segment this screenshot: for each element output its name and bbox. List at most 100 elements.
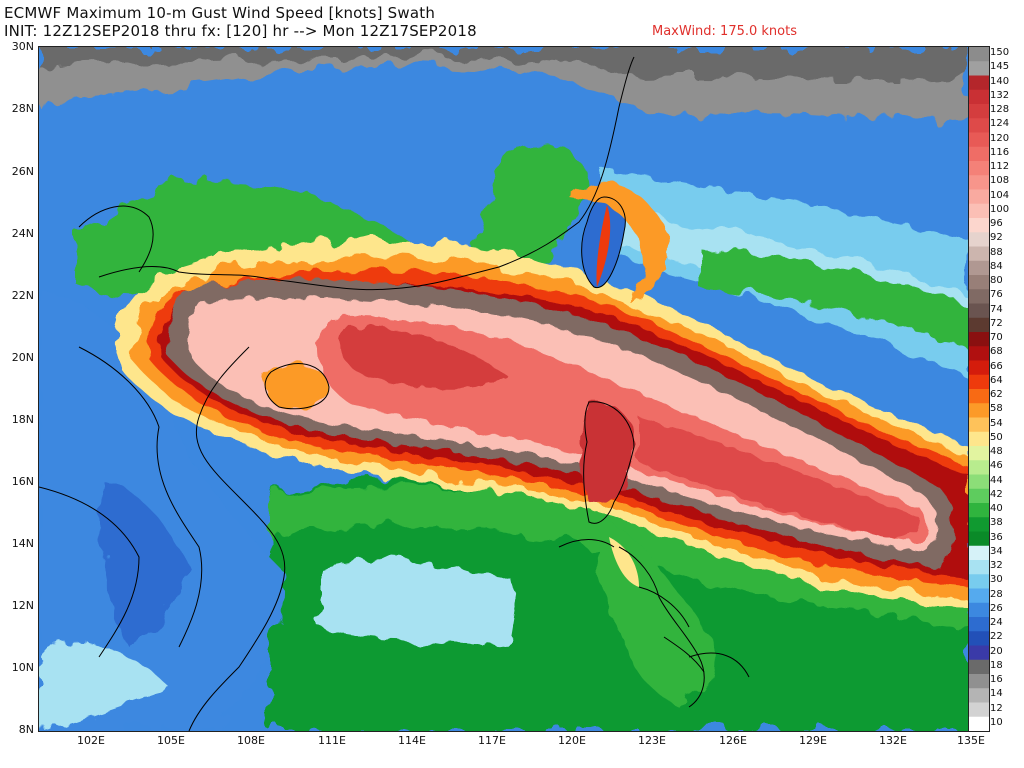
lat-label-18n: 18N [11, 413, 34, 426]
legend-tick-label: 10 [990, 716, 1003, 728]
legend-swatch [969, 503, 989, 518]
legend-swatch [969, 75, 989, 91]
legend-swatch [969, 203, 989, 219]
lon-label-114e: 114E [398, 734, 426, 747]
legend-tick-label: 24 [990, 617, 1003, 629]
legend-swatch [969, 517, 989, 532]
legend-swatch [969, 702, 989, 718]
legend-tick-label: 96 [990, 218, 1003, 230]
legend-swatch [969, 560, 989, 575]
legend-tick-label: 26 [990, 602, 1003, 614]
legend-swatch [969, 431, 989, 447]
legend-tick-label: 145 [990, 61, 1010, 73]
legend-tick-label: 44 [990, 474, 1003, 486]
legend-tick-label: 68 [990, 346, 1003, 358]
legend-tick-label: 100 [990, 203, 1010, 215]
legend-swatch [969, 545, 989, 561]
lat-label-10n: 10N [11, 661, 34, 674]
legend-swatch [969, 617, 989, 632]
legend-swatch [969, 531, 989, 547]
lon-label-117e: 117E [478, 734, 506, 747]
lat-label-20n: 20N [11, 351, 34, 364]
lat-label-24n: 24N [11, 227, 34, 240]
legend-tick-label: 54 [990, 417, 1003, 429]
lon-label-111e: 111E [318, 734, 346, 747]
legend-tick-label: 30 [990, 574, 1003, 586]
legend-tick-label: 28 [990, 588, 1003, 600]
lon-label-126e: 126E [719, 734, 747, 747]
legend-tick-label: 36 [990, 531, 1003, 543]
lat-label-22n: 22N [11, 289, 34, 302]
legend-swatch [969, 403, 989, 418]
color-legend [968, 46, 990, 732]
legend-tick-label: 32 [990, 560, 1003, 572]
legend-tick-label: 46 [990, 460, 1003, 472]
map-title: ECMWF Maximum 10-m Gust Wind Speed [knot… [4, 4, 436, 22]
lat-label-16n: 16N [11, 475, 34, 488]
legend-swatch [969, 332, 989, 347]
lat-label-8n: 8N [18, 723, 34, 736]
lon-label-102e: 102E [77, 734, 105, 747]
legend-swatch [969, 317, 989, 333]
legend-tick-label: 140 [990, 75, 1010, 87]
legend-swatch [969, 645, 989, 661]
legend-tick-label: 40 [990, 503, 1003, 515]
legend-swatch [969, 189, 989, 205]
lon-label-135e: 135E [957, 734, 985, 747]
legend-tick-label: 132 [990, 89, 1010, 101]
legend-tick-label: 120 [990, 132, 1010, 144]
coastlines [39, 56, 750, 731]
legend-swatch [969, 61, 989, 76]
legend-swatch [969, 146, 989, 162]
legend-swatch [969, 218, 989, 233]
legend-tick-label: 92 [990, 232, 1003, 244]
legend-swatch [969, 232, 989, 247]
legend-bar [969, 47, 989, 732]
legend-tick-label: 124 [990, 118, 1010, 130]
legend-swatch [969, 260, 989, 276]
legend-tick-label: 38 [990, 517, 1003, 529]
lon-label-132e: 132E [879, 734, 907, 747]
wind-swath-field [39, 47, 969, 731]
legend-tick-label: 76 [990, 289, 1003, 301]
wind-swath-map [38, 46, 970, 732]
legend-swatch [969, 47, 989, 62]
legend-swatch [969, 574, 989, 589]
legend-swatch [969, 275, 989, 290]
legend-tick-label: 14 [990, 688, 1003, 700]
maxwind-label: MaxWind: 175.0 knots [652, 24, 797, 39]
lon-label-108e: 108E [237, 734, 265, 747]
legend-swatch [969, 104, 989, 119]
map-subtitle: INIT: 12Z12SEP2018 thru fx: [120] hr -->… [4, 22, 477, 40]
legend-swatch [969, 446, 989, 461]
legend-tick-label: 80 [990, 275, 1003, 287]
legend-tick-label: 88 [990, 246, 1003, 258]
legend-swatch [969, 118, 989, 133]
legend-swatch [969, 674, 989, 689]
legend-tick-label: 64 [990, 374, 1003, 386]
legend-tick-label: 42 [990, 488, 1003, 500]
legend-tick-label: 74 [990, 303, 1003, 315]
lon-label-129e: 129E [799, 734, 827, 747]
legend-swatch [969, 474, 989, 490]
lat-label-28n: 28N [11, 102, 34, 115]
legend-swatch [969, 389, 989, 404]
legend-swatch [969, 659, 989, 675]
legend-tick-label: 34 [990, 545, 1003, 557]
legend-tick-label: 104 [990, 189, 1010, 201]
legend-tick-label: 116 [990, 146, 1010, 158]
lat-label-12n: 12N [11, 599, 34, 612]
legend-tick-label: 66 [990, 360, 1003, 372]
legend-tick-label: 84 [990, 260, 1003, 272]
legend-swatch [969, 602, 989, 618]
legend-swatch [969, 132, 989, 148]
legend-tick-label: 72 [990, 317, 1003, 329]
legend-tick-label: 16 [990, 674, 1003, 686]
legend-swatch [969, 488, 989, 504]
legend-tick-label: 112 [990, 161, 1010, 173]
legend-tick-label: 70 [990, 332, 1003, 344]
legend-swatch [969, 161, 989, 176]
legend-tick-label: 18 [990, 659, 1003, 671]
legend-swatch [969, 588, 989, 604]
legend-swatch [969, 246, 989, 262]
